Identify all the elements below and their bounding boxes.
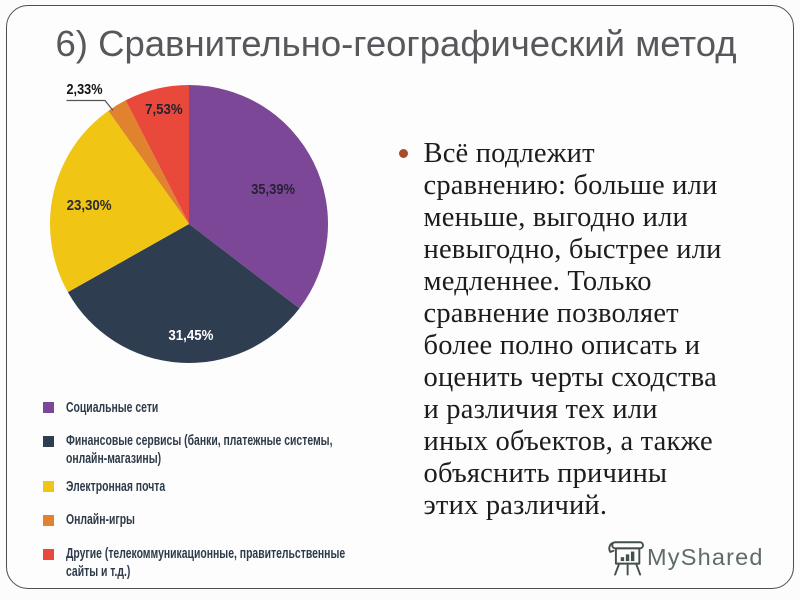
legend-swatch-2: [43, 481, 54, 493]
bullet-marker: [399, 149, 408, 158]
legend-label-0: Социальные сети: [65, 398, 158, 416]
pie-slice-1: [67, 224, 300, 363]
legend-row-4: Другие (телекоммуникационные, правительс…: [43, 545, 470, 581]
legend-swatch-3: [43, 515, 54, 527]
myshared-logo-text: MyShared: [647, 544, 764, 571]
legend-swatch-4: [43, 548, 54, 560]
flipchart-easel-icon: [608, 541, 644, 576]
slide-panel: 6) Сравнительно-географический метод 35,…: [6, 5, 794, 589]
pie-label-2: 23,30%: [67, 197, 112, 214]
bullet-text: Всё подлежит сравнению: больше или меньш…: [423, 137, 722, 521]
legend-swatch-1: [43, 435, 54, 447]
legend-swatch-0: [43, 402, 54, 414]
legend-label-2: Электронная почта: [65, 477, 165, 495]
pie-leader-line: [66, 99, 114, 111]
pie-slice-4: [125, 85, 189, 224]
pie-slice-3: [108, 100, 189, 224]
pie-label-1: 31,45%: [168, 327, 213, 344]
pie-slice-0: [189, 85, 328, 309]
myshared-logo[interactable]: MyShared: [605, 536, 764, 579]
pie-label-0: 35,39%: [251, 181, 295, 198]
pie-slice-2: [49, 110, 189, 293]
pie-label-3: 2,33%: [67, 81, 103, 98]
legend-row-3: Онлайн-игры: [43, 511, 165, 529]
legend-label-4: Другие (телекоммуникационные, правительс…: [65, 545, 345, 581]
slide-title: 6) Сравнительно-географический метод: [55, 22, 737, 64]
legend-row-1: Финансовые сервисы (банки, платежные сис…: [43, 432, 452, 468]
legend-row-2: Электронная почта: [43, 478, 209, 496]
legend-label-3: Онлайн-игры: [65, 511, 135, 529]
pie-chart: 35,39% 31,45% 23,30% 2,33% 7,53%: [25, 69, 365, 393]
legend-label-1: Финансовые сервисы (банки, платежные сис…: [65, 432, 332, 468]
pie-label-4: 7,53%: [145, 101, 183, 118]
legend-row-0: Социальные сети: [43, 399, 199, 417]
pie-chart-svg: 35,39% 31,45% 23,30% 2,33% 7,53%: [49, 81, 328, 363]
